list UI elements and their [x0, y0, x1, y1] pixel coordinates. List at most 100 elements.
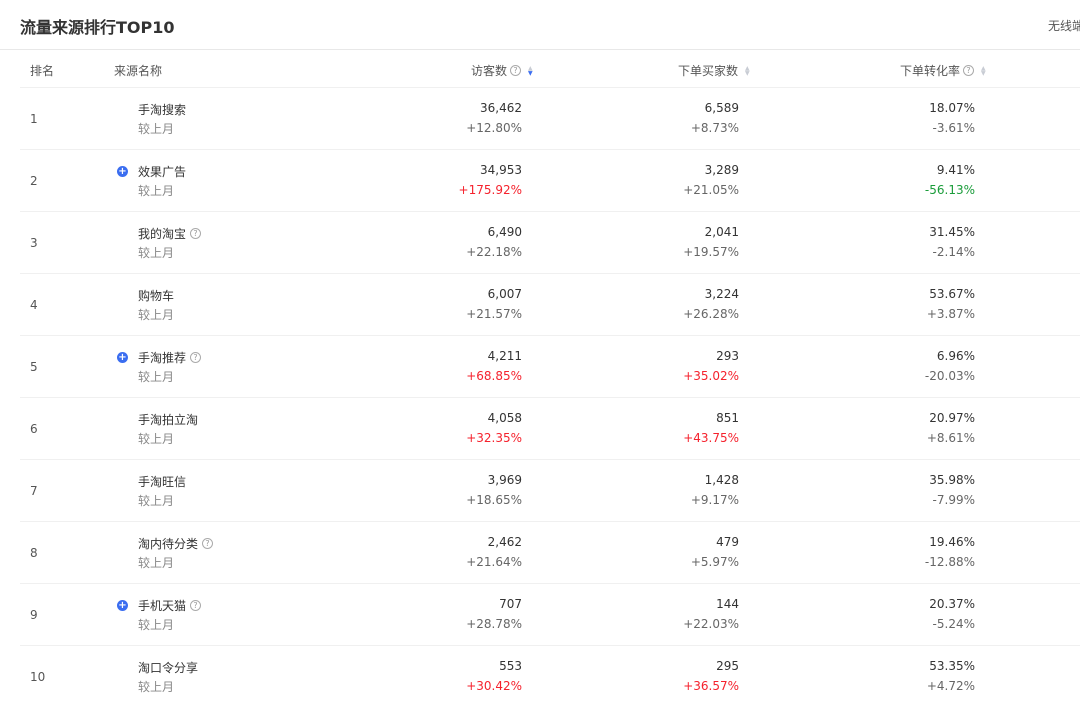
source-name-text: 手淘推荐: [138, 351, 187, 365]
buyers-value: 851: [716, 411, 739, 425]
expand-plus-icon[interactable]: +: [117, 600, 128, 611]
source-name-text: 效果广告: [138, 165, 187, 179]
source-name[interactable]: 手淘搜索: [138, 101, 186, 118]
visitors-change: +22.18%: [466, 245, 522, 259]
compare-label: 较上月: [138, 432, 175, 446]
col-visitors[interactable]: 访客数? ▲ ▼: [471, 62, 533, 79]
buyers-value: 295: [716, 659, 739, 673]
rank: 5: [30, 360, 38, 374]
compare-label: 较上月: [138, 680, 175, 694]
rank: 10: [30, 670, 46, 684]
source-name-text: 手淘旺信: [138, 475, 187, 489]
col-buyers[interactable]: 下单买家数 ▲ ▼: [678, 62, 750, 79]
buyers-change: +35.02%: [683, 369, 739, 383]
source-name[interactable]: 淘口令分享: [138, 659, 198, 676]
buyers-value: 1,428: [704, 473, 739, 487]
rate-change: -20.03%: [924, 369, 975, 383]
table-row: 8 淘内待分类? 较上月 2,462 +21.64% 479 +5.97% 19.46% -12…: [20, 521, 1080, 583]
rate-change: +4.72%: [926, 679, 975, 693]
source-name-text: 购物车: [138, 289, 175, 303]
source-name[interactable]: 效果广告: [138, 163, 186, 180]
compare-label: 较上月: [138, 246, 175, 260]
source-name-text: 手淘拍立淘: [138, 413, 199, 427]
source-name[interactable]: 手淘旺信: [138, 473, 186, 490]
buyers-change: +8.73%: [690, 121, 739, 135]
rate-change: +3.87%: [926, 307, 975, 321]
table-row: 7 手淘旺信 较上月 3,969 +18.65% 1,428 +9.17% 35.98% -7.…: [20, 459, 1080, 521]
rate-value: 20.97%: [929, 411, 975, 425]
compare-label: 较上月: [138, 308, 175, 322]
table-row: 4 购物车较上月 6,007 +21.57% 3,224 +26.28% 53.67% +3.…: [20, 273, 1080, 335]
buyers-change: +43.75%: [683, 431, 739, 445]
buyers-change: +19.57%: [683, 245, 739, 259]
table-row: 5 + 手淘推荐? 较上月 4,211 +68.85% 293 +35.02% 6.96% -20…: [20, 335, 1080, 397]
col-rate[interactable]: 下单转化率? ▲ ▼: [900, 62, 986, 79]
sort-icon[interactable]: ▲ ▼: [981, 64, 986, 77]
compare-label: 较上月: [138, 556, 175, 570]
rank: 3: [30, 236, 38, 250]
rank: 4: [30, 298, 38, 312]
visitors-value: 4,058: [487, 411, 522, 425]
table-row: 2 + 效果广告 较上月 34,953 +175.92% 3,289 +21.05% 9.41%…: [20, 149, 1080, 211]
rank: 8: [30, 546, 38, 560]
buyers-change: +26.28%: [683, 307, 739, 321]
source-name[interactable]: 我的淘宝?: [138, 225, 202, 242]
help-icon[interactable]: ?: [190, 600, 202, 611]
rank: 7: [30, 484, 38, 498]
rate-value: 53.67%: [929, 287, 975, 301]
help-icon[interactable]: ?: [510, 65, 522, 76]
visitors-value: 34,953: [480, 163, 522, 177]
buyers-change: +36.57%: [683, 679, 739, 693]
help-icon[interactable]: ?: [190, 228, 202, 239]
help-icon[interactable]: ?: [963, 65, 975, 76]
rate-value: 31.45%: [929, 225, 975, 239]
expand-plus-icon[interactable]: +: [117, 166, 128, 177]
expand-plus-icon[interactable]: +: [117, 352, 128, 363]
visitors-change: +175.92%: [458, 183, 522, 197]
visitors-value: 36,462: [480, 101, 522, 115]
visitors-change: +21.57%: [466, 307, 522, 321]
rank: 6: [30, 422, 38, 436]
rate-change: -2.14%: [932, 245, 975, 259]
rate-change: -56.13%: [924, 183, 975, 197]
source-name[interactable]: 手机天猫?: [138, 597, 202, 614]
source-name[interactable]: 手淘拍立淘: [138, 411, 198, 428]
source-name-text: 手机天猫: [138, 599, 187, 613]
visitors-value: 6,007: [487, 287, 522, 301]
source-name-text: 淘口令分享: [138, 661, 199, 675]
visitors-value: 4,211: [487, 349, 522, 363]
visitors-value: 2,462: [487, 535, 522, 549]
source-name[interactable]: 购物车: [138, 287, 174, 304]
compare-label: 较上月: [138, 122, 175, 136]
rank: 9: [30, 608, 38, 622]
visitors-change: +21.64%: [466, 555, 522, 569]
buyers-change: +22.03%: [683, 617, 739, 631]
visitors-change: +68.85%: [466, 369, 522, 383]
rate-change: -12.88%: [924, 555, 975, 569]
visitors-value: 6,490: [487, 225, 522, 239]
source-name-text: 我的淘宝: [138, 227, 187, 241]
table-row: 1 手淘搜索 较上月 36,462 +12.80% 6,589 +8.73% 18.07% -3…: [20, 87, 1080, 149]
visitors-change: +12.80%: [466, 121, 522, 135]
visitors-value: 3,969: [487, 473, 522, 487]
buyers-change: +21.05%: [683, 183, 739, 197]
col-source: 来源名称: [114, 62, 162, 79]
source-name[interactable]: 淘内待分类?: [138, 535, 214, 552]
rank: 1: [30, 112, 38, 126]
sort-icon[interactable]: ▲ ▼: [745, 64, 750, 77]
rate-value: 20.37%: [929, 597, 975, 611]
buyers-value: 3,224: [704, 287, 739, 301]
table-row: 10 淘口令分享 较上月 553 +30.42% 295 +36.57% 53.35% +4.7…: [20, 645, 1080, 707]
buyers-value: 3,289: [704, 163, 739, 177]
source-name[interactable]: 手淘推荐?: [138, 349, 202, 366]
sort-icon[interactable]: ▲ ▼: [528, 64, 533, 77]
help-icon[interactable]: ?: [190, 352, 202, 363]
help-icon[interactable]: ?: [202, 538, 214, 549]
rate-value: 18.07%: [929, 101, 975, 115]
compare-label: 较上月: [138, 618, 175, 632]
col-buyers-label: 下单买家数: [678, 64, 739, 78]
col-rank: 排名: [30, 62, 54, 79]
buyers-value: 293: [716, 349, 739, 363]
buyers-change: +5.97%: [690, 555, 739, 569]
device-filter[interactable]: 无线端: [1048, 19, 1080, 33]
